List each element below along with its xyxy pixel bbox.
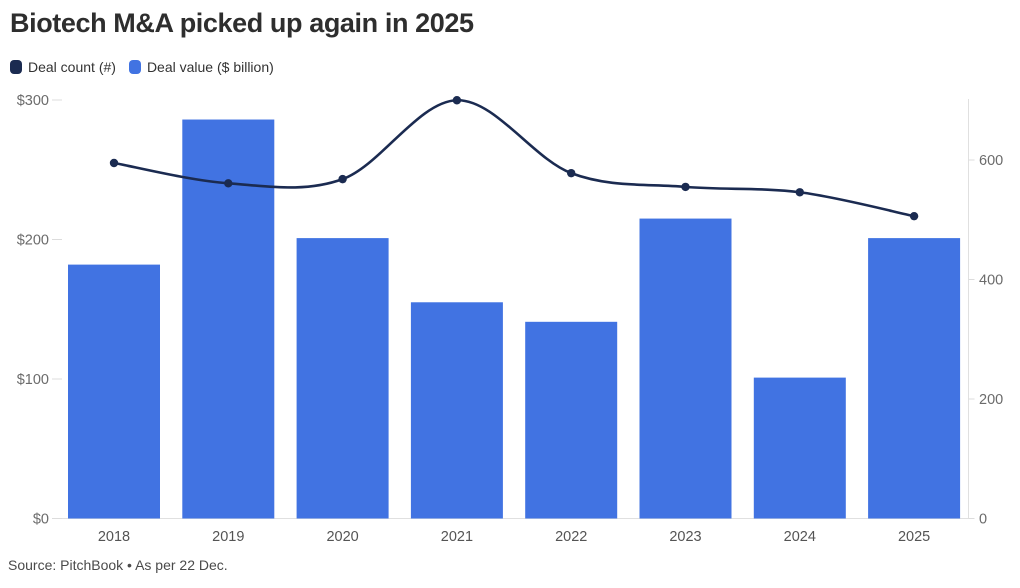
legend-label-deal-value: Deal value ($ billion): [146, 59, 274, 75]
chart-title: Biotech M&A picked up again in 2025: [10, 8, 474, 38]
deal-count-point-2023: [681, 182, 690, 192]
right-axis-label: 400: [979, 273, 1003, 289]
x-axis-label-2024: 2024: [784, 529, 816, 545]
x-axis-label-2019: 2019: [212, 529, 244, 545]
deal-count-point-2018: [109, 158, 119, 168]
legend: Deal count (#) Deal value ($ billion): [10, 59, 274, 75]
bar-2023: [639, 218, 732, 519]
bar-2024: [753, 377, 846, 519]
bar-2018: [68, 264, 160, 519]
bar-2022: [525, 321, 618, 519]
left-axis-label: $100: [17, 372, 49, 388]
x-axis-label-2025: 2025: [898, 529, 930, 545]
legend-item-deal-count: Deal count (#): [10, 59, 116, 75]
deal-value-swatch-icon: [128, 60, 141, 74]
legend-label-deal-count: Deal count (#): [28, 59, 116, 75]
deal-count-line: [112, 98, 916, 218]
bar-2025: [868, 238, 961, 519]
bar-2020: [296, 238, 389, 519]
deal-count-point-2021: [452, 96, 462, 105]
right-axis-label: 200: [979, 392, 1003, 408]
deal-count-point-2025: [909, 211, 919, 221]
deal-count-point-2019: [224, 179, 233, 188]
deal-count-swatch-icon: [10, 60, 22, 74]
left-axis-label: $0: [33, 512, 49, 528]
x-axis-label-2022: 2022: [555, 529, 587, 545]
x-axis-label-2023: 2023: [669, 529, 701, 545]
x-axis-label-2021: 2021: [441, 529, 473, 545]
deal-count-point-2022: [567, 168, 576, 178]
deal-count-point-2024: [795, 188, 804, 197]
bar-2021: [410, 302, 503, 519]
right-axis-label: 600: [979, 153, 1003, 169]
legend-item-deal-value: Deal value ($ billion): [128, 59, 274, 75]
deal-count-point-2020: [338, 174, 347, 184]
x-axis-label-2018: 2018: [98, 529, 130, 545]
x-axis-label-2020: 2020: [326, 529, 358, 545]
right-axis-label: 0: [979, 512, 987, 528]
source-note: Source: PitchBook • As per 22 Dec.: [8, 557, 228, 573]
left-axis-label: $300: [17, 93, 49, 109]
left-axis-label: $200: [17, 233, 49, 249]
